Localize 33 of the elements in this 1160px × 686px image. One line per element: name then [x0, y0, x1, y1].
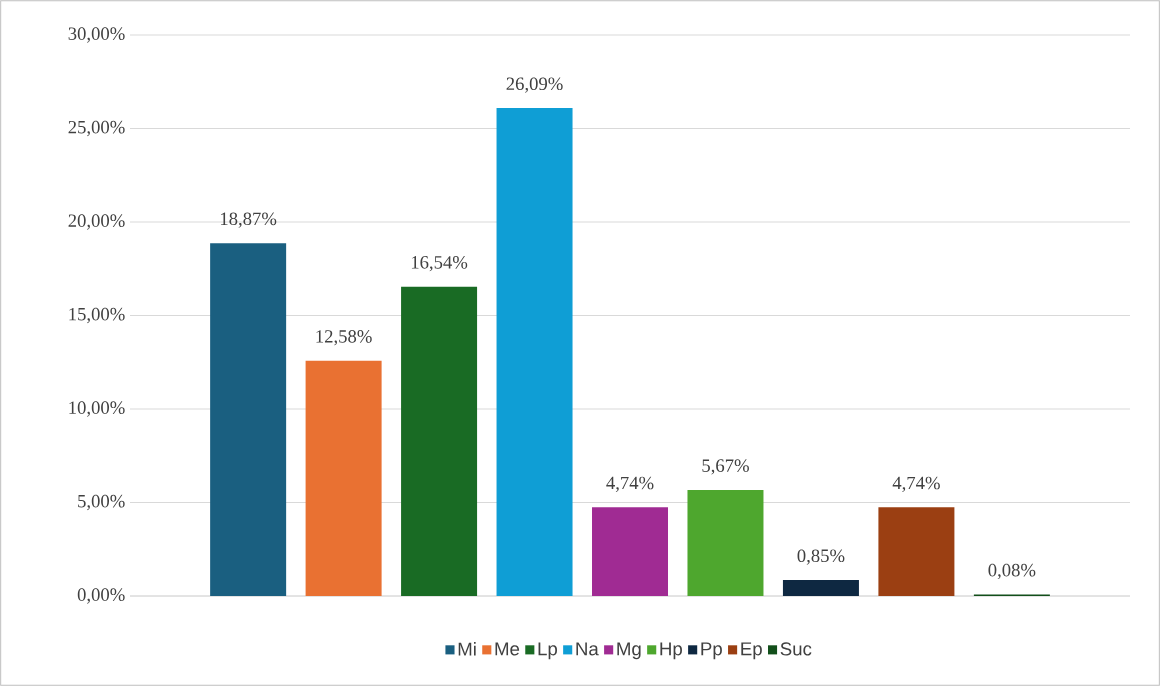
- data-label: 4,74%: [606, 476, 654, 492]
- legend-label: Mi: [458, 642, 476, 656]
- y-tick-label: 20,00%: [68, 214, 125, 230]
- y-tick-label: 15,00%: [69, 307, 125, 324]
- y-tick-label: 10,00%: [69, 401, 125, 417]
- y-tick-label: 0,00%: [77, 588, 125, 604]
- y-tick-label: 25,00%: [68, 120, 125, 137]
- bar: [401, 286, 478, 596]
- data-label: 18,87%: [220, 212, 277, 228]
- data-label: 4,74%: [892, 476, 940, 492]
- y-tick-label: 5,00%: [78, 494, 125, 511]
- bar: [210, 243, 287, 596]
- legend-label: Me: [495, 642, 520, 656]
- data-label: 0,08%: [988, 563, 1036, 580]
- bar: [305, 360, 382, 596]
- legend-label: Pp: [701, 642, 722, 660]
- bar: [782, 580, 859, 596]
- legend-label: Na: [576, 642, 599, 656]
- bar: [878, 507, 955, 596]
- y-tick-label: 30,00%: [68, 27, 125, 43]
- data-label: 0,85%: [797, 549, 845, 565]
- bar: [592, 507, 669, 596]
- bar: [496, 108, 573, 596]
- data-label: 5,67%: [702, 459, 749, 475]
- data-label: 12,58%: [316, 330, 372, 346]
- data-label: 26,09%: [506, 77, 563, 93]
- legend-label: Lp: [538, 642, 558, 660]
- data-label: 16,54%: [411, 256, 468, 272]
- legend-label: Suc: [780, 642, 812, 656]
- legend-label: Ep: [741, 642, 762, 660]
- legend-label: Hp: [660, 642, 682, 660]
- bar: [687, 489, 764, 596]
- legend-label: Mg: [617, 642, 641, 660]
